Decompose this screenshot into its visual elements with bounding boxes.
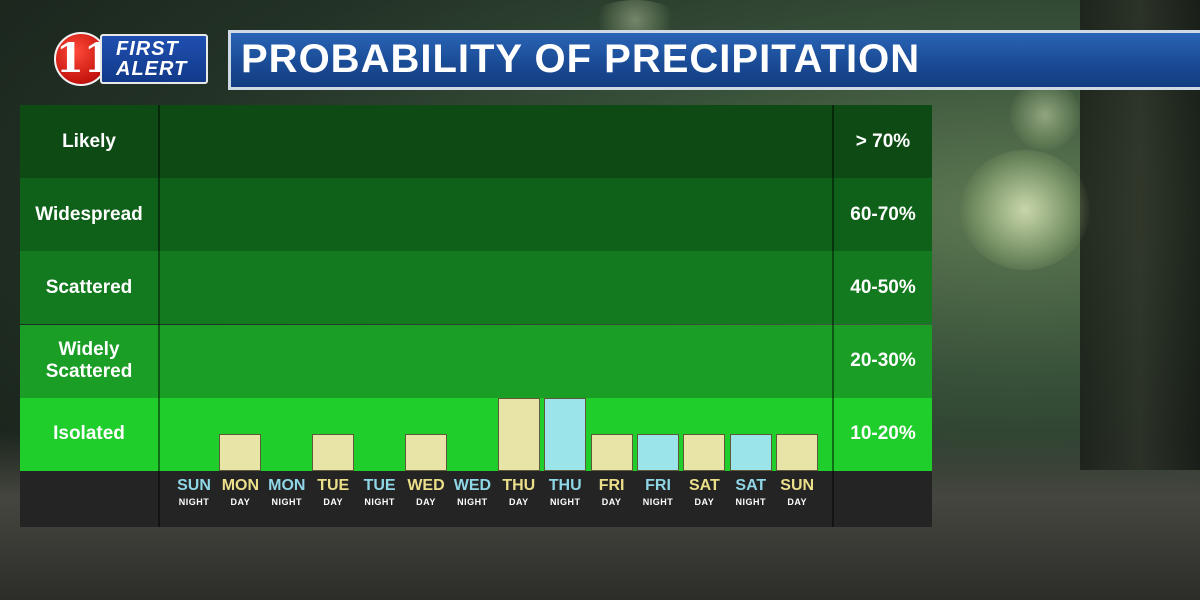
x-tick-period: DAY [323,497,344,507]
x-tick-period: DAY [508,497,529,507]
band-label: Isolated [53,423,125,445]
band-row: Likely > 70% [20,105,932,178]
x-tick-period: DAY [230,497,251,507]
x-tick-day: TUE [317,477,350,494]
bar-wed-day [405,434,447,471]
logo-wordmark: FIRST ALERT [100,34,208,84]
background-light-spot [1010,80,1080,150]
x-tick-period: NIGHT [457,497,488,507]
x-tick-label: TUE DAY [310,477,356,509]
x-tick-day: FRI [645,477,671,494]
bar-area [20,105,932,471]
x-tick-label: SUN NIGHT [171,477,217,509]
band-range: 20-30% [850,350,916,372]
x-tick-label: MON NIGHT [264,477,310,509]
x-tick-day: MON [268,477,306,494]
x-tick-label: TUE NIGHT [357,477,403,509]
x-tick-day: TUE [363,477,396,494]
bar-sun-day [776,434,819,471]
bar-fri-night [637,434,679,471]
x-tick-label: SAT NIGHT [728,477,774,509]
x-tick-period: DAY [416,497,436,507]
x-tick-day: MON [221,477,260,494]
x-tick-day: WED [453,477,492,494]
x-tick-day: SAT [688,477,720,494]
x-tick-period: NIGHT [642,497,674,507]
band-range: 40-50% [850,276,916,298]
precipitation-chart: Likely > 70% Widespread 60-70% Scattered 40-5… [20,105,932,527]
bar-fri-day [590,434,633,471]
background-light-spot [960,150,1090,270]
bar-tue-day [312,434,355,471]
band-label: Widespread [35,203,143,225]
x-tick-period: NIGHT [364,497,395,507]
x-tick-period: NIGHT [178,497,210,507]
x-tick-label: FRI NIGHT [635,477,681,509]
x-axis-row [20,471,932,527]
band-row: Widely Scattered 20-30% [20,324,932,398]
chart-divider-left [158,105,160,527]
x-tick-day: THU [548,477,582,494]
x-tick-day: WED [407,477,445,494]
x-tick-label: SUN DAY [774,477,820,509]
x-tick-day: THU [502,477,536,494]
x-tick-period: NIGHT [271,497,303,507]
x-tick-period: DAY [787,497,808,507]
x-tick-day: SUN [177,477,211,494]
band-range: 10-20% [850,423,916,445]
x-tick-label: MON DAY [217,477,263,509]
x-tick-period: NIGHT [735,497,767,507]
x-tick-period: DAY [601,497,622,507]
x-tick-label: SAT DAY [681,477,727,509]
band-range: 60-70% [850,203,916,225]
band-label: Likely [62,130,116,152]
page-title: PROBABILITY OF PRECIPITATION [241,37,921,81]
title-bar: PROBABILITY OF PRECIPITATION [228,30,1200,90]
x-tick-day: FRI [598,477,625,494]
first-alert-logo: 11 FIRST ALERT [52,30,212,90]
x-tick-period: DAY [694,497,715,507]
x-tick-label: FRI DAY [589,477,635,509]
bar-mon-day [219,434,262,471]
x-tick-label: THU NIGHT [542,477,588,509]
band-label: Scattered [45,276,133,298]
x-tick-period: NIGHT [549,497,581,507]
x-tick-label: WED NIGHT [449,477,495,509]
logo-line-first: FIRST [116,38,179,60]
bar-sat-day [683,434,726,471]
band-label: Widely Scattered [45,339,133,383]
band-row: Scattered 40-50% [20,251,932,325]
x-tick-label: THU DAY [496,477,542,509]
x-tick-label: WED DAY [403,477,449,509]
logo-line-alert: ALERT [116,58,188,80]
chart-divider-right [832,105,834,527]
bar-thu-day [497,397,540,471]
bar-thu-night [544,397,587,471]
x-tick-day: SAT [735,477,767,494]
band-row: Widespread 60-70% [20,178,932,252]
bar-sat-night [729,434,772,471]
band-range: > 70% [855,130,911,152]
x-tick-day: SUN [780,477,815,494]
